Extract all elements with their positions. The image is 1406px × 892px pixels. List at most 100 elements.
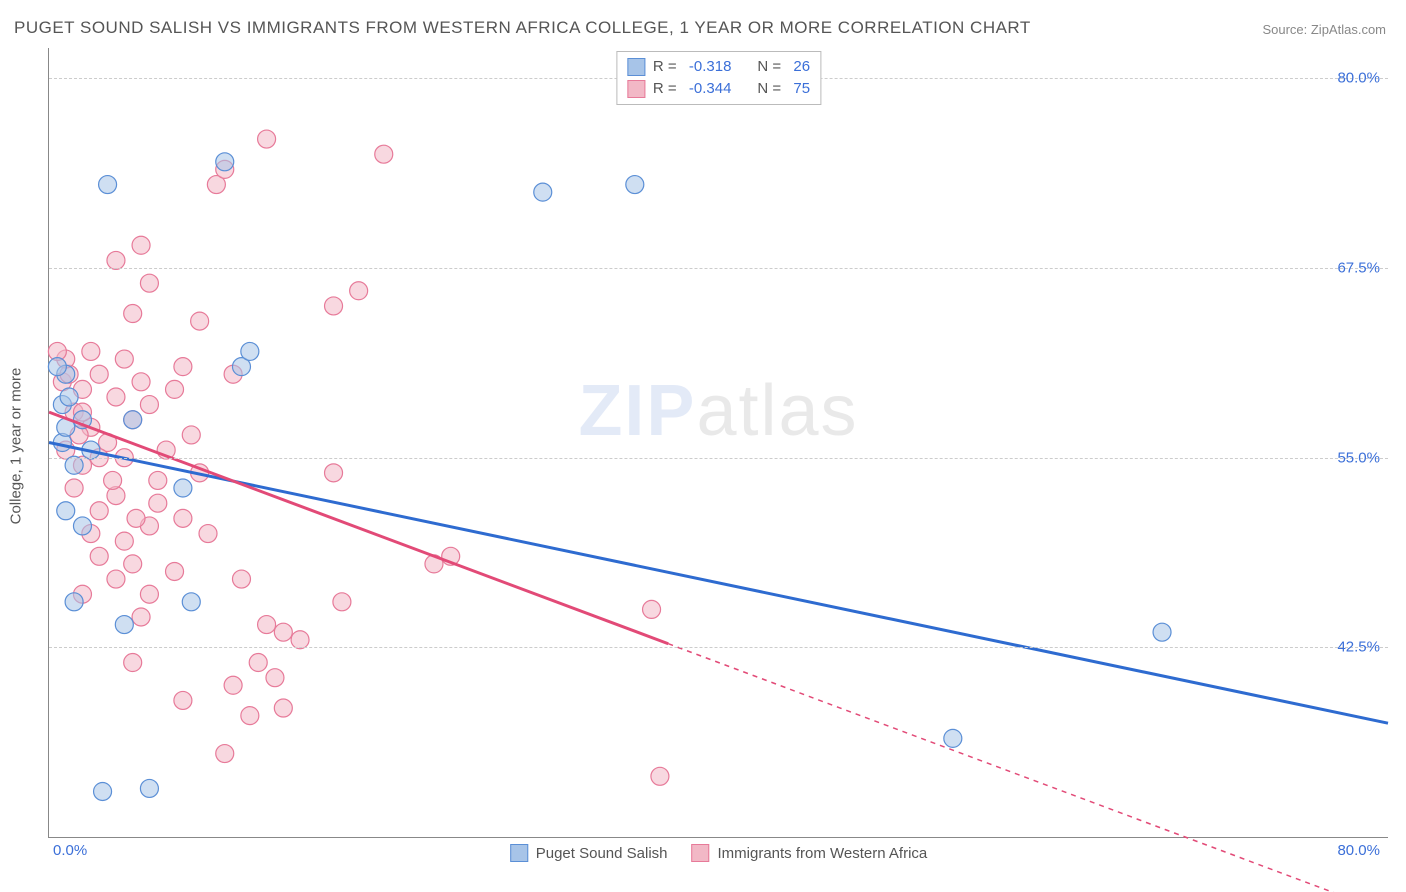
source-attribution: Source: ZipAtlas.com xyxy=(1262,22,1386,37)
data-point xyxy=(174,509,192,527)
data-point xyxy=(149,471,167,489)
y-tick-label: 42.5% xyxy=(1337,639,1380,656)
data-point xyxy=(140,396,158,414)
legend-item-a: Puget Sound Salish xyxy=(510,844,668,862)
data-point xyxy=(90,502,108,520)
data-point xyxy=(232,570,250,588)
data-point xyxy=(132,608,150,626)
data-point xyxy=(291,631,309,649)
legend-correlation: R = -0.318 N = 26 R = -0.344 N = 75 xyxy=(616,51,821,105)
n-label: N = xyxy=(757,56,785,78)
data-point xyxy=(375,145,393,163)
gridline xyxy=(49,458,1388,459)
data-point xyxy=(140,585,158,603)
data-point xyxy=(182,426,200,444)
data-point xyxy=(258,130,276,148)
chart-svg xyxy=(49,48,1388,837)
data-point xyxy=(191,312,209,330)
data-point xyxy=(124,555,142,573)
legend-row-series-b: R = -0.344 N = 75 xyxy=(627,78,810,100)
data-point xyxy=(124,305,142,323)
n-label: N = xyxy=(757,78,785,100)
data-point xyxy=(325,297,343,315)
data-point xyxy=(626,176,644,194)
data-point xyxy=(90,365,108,383)
legend-item-b: Immigrants from Western Africa xyxy=(691,844,927,862)
chart-title: PUGET SOUND SALISH VS IMMIGRANTS FROM WE… xyxy=(14,18,1031,38)
data-point xyxy=(174,691,192,709)
gridline xyxy=(49,647,1388,648)
data-point xyxy=(104,471,122,489)
gridline xyxy=(49,268,1388,269)
plot-area: R = -0.318 N = 26 R = -0.344 N = 75 ZIPa… xyxy=(48,48,1388,838)
data-point xyxy=(90,547,108,565)
y-tick-label: 67.5% xyxy=(1337,260,1380,277)
r-value: -0.344 xyxy=(689,78,732,100)
n-value: 75 xyxy=(793,78,810,100)
data-point xyxy=(350,282,368,300)
data-point xyxy=(258,616,276,634)
data-point xyxy=(224,676,242,694)
data-point xyxy=(140,779,158,797)
data-point xyxy=(216,153,234,171)
data-point xyxy=(124,654,142,672)
data-point xyxy=(333,593,351,611)
legend-swatch-a xyxy=(627,58,645,76)
data-point xyxy=(166,380,184,398)
data-point xyxy=(274,699,292,717)
data-point xyxy=(99,176,117,194)
data-point xyxy=(115,350,133,368)
data-point xyxy=(944,729,962,747)
data-point xyxy=(216,745,234,763)
data-point xyxy=(534,183,552,201)
x-tick-min: 0.0% xyxy=(53,842,87,859)
legend-series: Puget Sound Salish Immigrants from Weste… xyxy=(510,844,928,862)
legend-swatch-b xyxy=(627,80,645,98)
data-point xyxy=(166,562,184,580)
data-point xyxy=(57,502,75,520)
legend-swatch-a xyxy=(510,844,528,862)
data-point xyxy=(107,251,125,269)
legend-row-series-a: R = -0.318 N = 26 xyxy=(627,56,810,78)
data-point xyxy=(182,593,200,611)
data-point xyxy=(199,525,217,543)
data-point xyxy=(127,509,145,527)
n-value: 26 xyxy=(793,56,810,78)
data-point xyxy=(174,479,192,497)
data-point xyxy=(140,274,158,292)
data-point xyxy=(73,517,91,535)
data-point xyxy=(149,494,167,512)
data-point xyxy=(643,600,661,618)
data-point xyxy=(249,654,267,672)
x-tick-max: 80.0% xyxy=(1337,842,1380,859)
y-tick-label: 80.0% xyxy=(1337,70,1380,87)
data-point xyxy=(65,479,83,497)
data-point xyxy=(107,570,125,588)
data-point xyxy=(1153,623,1171,641)
legend-swatch-b xyxy=(691,844,709,862)
data-point xyxy=(325,464,343,482)
data-point xyxy=(82,342,100,360)
y-tick-label: 55.0% xyxy=(1337,449,1380,466)
r-label: R = xyxy=(653,56,681,78)
data-point xyxy=(48,358,66,376)
data-point xyxy=(124,411,142,429)
legend-label: Puget Sound Salish xyxy=(536,845,668,862)
data-point xyxy=(115,532,133,550)
data-point xyxy=(274,623,292,641)
data-point xyxy=(132,373,150,391)
legend-label: Immigrants from Western Africa xyxy=(717,845,927,862)
data-point xyxy=(115,616,133,634)
data-point xyxy=(241,707,259,725)
data-point xyxy=(60,388,78,406)
data-point xyxy=(132,236,150,254)
data-point xyxy=(241,342,259,360)
data-point xyxy=(266,669,284,687)
data-point xyxy=(107,388,125,406)
y-axis-label: College, 1 year or more xyxy=(8,368,25,525)
data-point xyxy=(65,456,83,474)
data-point xyxy=(174,358,192,376)
data-point xyxy=(65,593,83,611)
r-label: R = xyxy=(653,78,681,100)
data-point xyxy=(651,767,669,785)
